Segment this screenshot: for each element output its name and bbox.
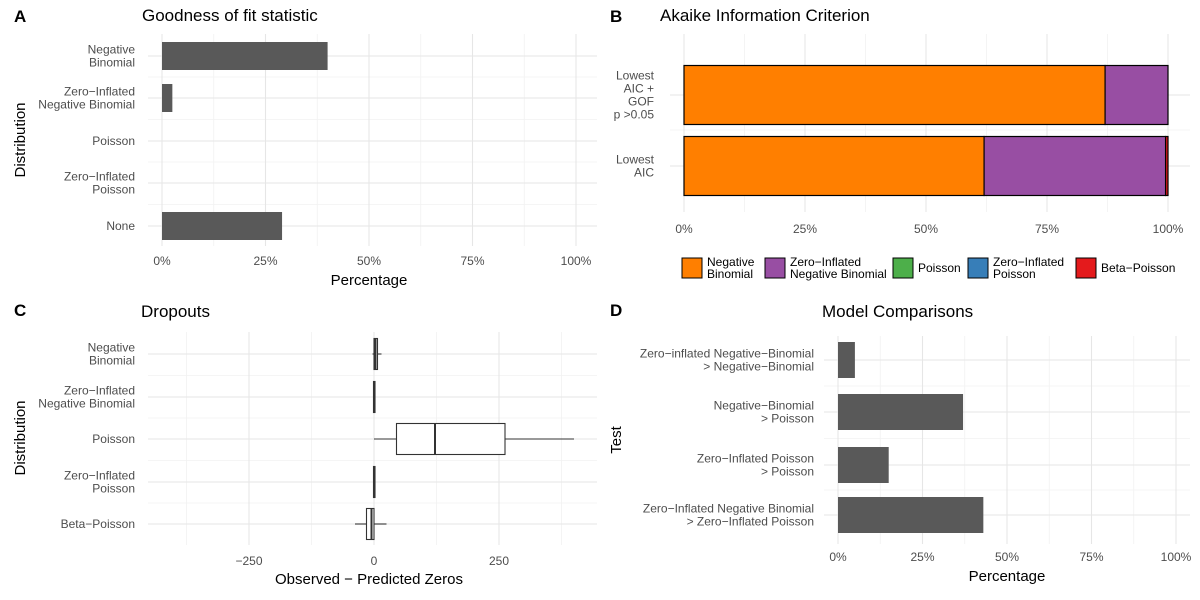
y-tick-label: Negative−Binomial > Poisson	[714, 399, 814, 426]
stacked-bar-segment	[683, 135, 985, 197]
y-tick-label: Zero−Inflated Poisson	[64, 469, 135, 496]
y-axis-title: Test	[608, 425, 625, 453]
stacked-bar-segment	[683, 64, 1106, 126]
panel-tag-d: D	[610, 301, 622, 320]
x-tick-label: 25%	[793, 222, 817, 236]
legend-label: Zero−Inflated Poisson	[993, 255, 1064, 281]
chart-title: Dropouts	[141, 302, 210, 321]
panel-tag-c: C	[14, 301, 26, 320]
y-tick-label: Negative Binomial	[88, 341, 136, 368]
y-tick-label: Lowest AIC + GOF p >0.05	[614, 69, 655, 122]
bar	[838, 447, 889, 483]
legend-key	[892, 257, 914, 279]
x-tick-label: 50%	[995, 550, 1019, 564]
chart-title: Akaike Information Criterion	[660, 6, 870, 25]
x-tick-label: 0%	[675, 222, 693, 236]
x-tick-label: 25%	[253, 254, 277, 268]
x-axis-title: Percentage	[969, 568, 1046, 585]
x-tick-label: 100%	[561, 254, 592, 268]
x-tick-label: 50%	[914, 222, 938, 236]
y-tick-label: Zero−Inflated Negative Binomial > Zero−In…	[643, 502, 814, 529]
legend-label: Zero−Inflated Negative Binomial	[790, 255, 887, 281]
y-tick-label: Zero−Inflated Poisson > Poisson	[697, 452, 814, 479]
bar	[162, 212, 283, 240]
chart-title: Goodness of fit statistic	[142, 6, 318, 25]
x-tick-label: 25%	[910, 550, 934, 564]
x-tick-label: 75%	[1035, 222, 1059, 236]
y-tick-label: Zero−inflated Negative−Binomial > Negativ…	[640, 347, 814, 374]
chart-title: Model Comparisons	[822, 302, 973, 321]
x-axis-title: Observed − Predicted Zeros	[275, 571, 463, 588]
x-tick-label: 0	[371, 554, 378, 568]
x-tick-label: −250	[235, 554, 262, 568]
stacked-bar-segment	[1104, 64, 1169, 126]
bar	[838, 394, 964, 430]
box	[395, 422, 506, 456]
x-tick-label: 100%	[1153, 222, 1184, 236]
y-tick-label: Zero−Inflated Negative Binomial	[38, 85, 135, 112]
x-tick-label: 0%	[153, 254, 171, 268]
x-tick-label: 75%	[1079, 550, 1103, 564]
bar	[162, 42, 328, 70]
stacked-bar-segment	[1164, 135, 1169, 197]
x-tick-label: 0%	[829, 550, 847, 564]
bar	[162, 84, 173, 112]
y-tick-label: Zero−Inflated Negative Binomial	[38, 384, 135, 411]
legend-key	[764, 257, 786, 279]
panel-tag-b: B	[610, 7, 622, 26]
legend-label: Negative Binomial	[707, 255, 755, 281]
y-tick-label: Poisson	[92, 432, 135, 446]
legend-label: Beta−Poisson	[1101, 261, 1175, 275]
x-tick-label: 75%	[460, 254, 484, 268]
x-tick-label: 50%	[357, 254, 381, 268]
x-tick-label: 250	[489, 554, 509, 568]
y-tick-label: Lowest AIC	[616, 153, 655, 180]
legend-key	[967, 257, 989, 279]
x-axis-title: Percentage	[331, 272, 408, 289]
y-tick-label: Negative Binomial	[88, 43, 136, 70]
y-axis-title: Distribution	[12, 102, 29, 177]
stacked-bar-segment	[983, 135, 1167, 197]
y-tick-label: Beta−Poisson	[61, 517, 135, 531]
legend-label: Poisson	[918, 261, 961, 275]
box	[365, 507, 375, 541]
x-tick-label: 100%	[1161, 550, 1192, 564]
y-axis-title: Distribution	[12, 400, 29, 475]
panel-tag-a: A	[14, 7, 26, 26]
y-tick-label: Poisson	[92, 134, 135, 148]
y-tick-label: None	[106, 219, 135, 233]
legend-key	[1075, 257, 1097, 279]
legend-key	[681, 257, 703, 279]
bar	[838, 497, 984, 533]
bar	[838, 342, 855, 378]
y-tick-label: Zero−Inflated Poisson	[64, 170, 135, 197]
